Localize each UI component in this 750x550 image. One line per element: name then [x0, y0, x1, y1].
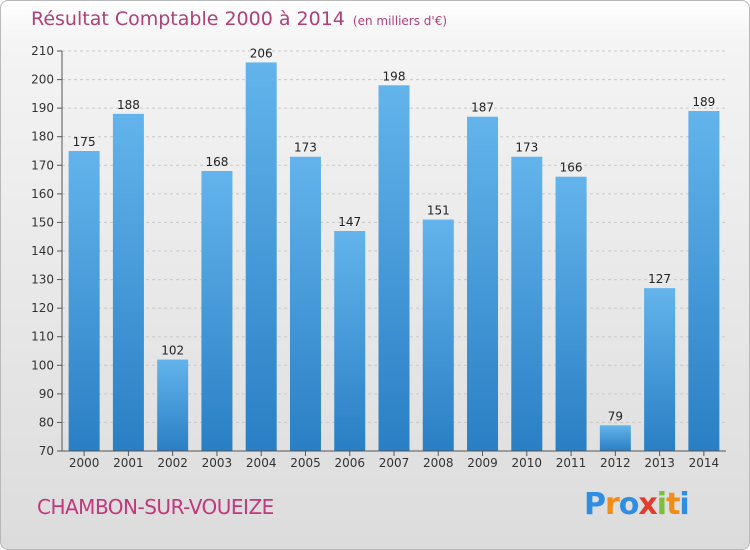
y-tick-label: 170 [31, 158, 54, 172]
bar [467, 116, 499, 451]
bar [201, 171, 233, 451]
x-tick-label: 2000 [69, 456, 100, 470]
data-label: 147 [338, 215, 361, 229]
x-tick-label: 2008 [423, 456, 454, 470]
bar [112, 113, 144, 451]
y-tick-label: 180 [31, 130, 54, 144]
data-label: 189 [692, 95, 715, 109]
y-tick-label: 140 [31, 244, 54, 258]
x-tick-label: 2009 [467, 456, 498, 470]
bar [555, 176, 587, 451]
x-tick-label: 2012 [600, 456, 631, 470]
x-tick-label: 2014 [689, 456, 720, 470]
bar [157, 359, 189, 451]
y-tick-label: 80 [39, 415, 54, 429]
y-tick-label: 160 [31, 187, 54, 201]
y-tick-label: 190 [31, 101, 54, 115]
y-tick-label: 100 [31, 358, 54, 372]
x-tick-label: 2006 [334, 456, 365, 470]
bar [378, 85, 410, 452]
bar [68, 151, 100, 451]
labels: 175 188 102 168 206 173 147 198 151 187 173 166 79 12… [73, 46, 716, 423]
bar [289, 156, 321, 451]
data-label: 168 [205, 155, 228, 169]
y-tick-label: 130 [31, 273, 54, 287]
data-label: 175 [73, 135, 96, 149]
bars [68, 62, 720, 452]
data-label: 166 [560, 161, 583, 175]
data-label: 187 [471, 101, 494, 115]
data-label: 188 [117, 98, 140, 112]
proxiti-logo: Proxiti [584, 487, 690, 522]
bar [422, 219, 454, 451]
data-label: 102 [161, 344, 184, 358]
y-tick-label: 110 [31, 330, 54, 344]
x-tick-label: 2013 [644, 456, 675, 470]
data-label: 151 [427, 204, 450, 218]
y-tick-label: 70 [39, 444, 54, 458]
x-tick-label: 2010 [512, 456, 543, 470]
bar [644, 288, 676, 451]
bar [334, 231, 366, 451]
y-tick-label: 90 [39, 387, 54, 401]
bar [245, 62, 277, 452]
x-tick-label: 2002 [157, 456, 188, 470]
data-label: 127 [648, 272, 671, 286]
y-tick-label: 210 [31, 44, 54, 58]
y-tick-label: 150 [31, 215, 54, 229]
x-tick-label: 2005 [290, 456, 321, 470]
x-tick-label: 2011 [556, 456, 587, 470]
x-tick-label: 2003 [202, 456, 233, 470]
x-tick-label: 2001 [113, 456, 144, 470]
place-name: CHAMBON-SUR-VOUEIZE [37, 495, 274, 519]
title-main: Résultat Comptable 2000 à 2014 [31, 8, 345, 30]
data-label: 173 [294, 141, 317, 155]
bar [688, 111, 720, 451]
axes: 7080901001101201301401501601701801902002… [31, 44, 726, 470]
chart-title: Résultat Comptable 2000 à 2014 (en millie… [31, 8, 447, 30]
x-tick-label: 2007 [379, 456, 410, 470]
data-label: 206 [250, 46, 273, 60]
title-unit: (en milliers d'€) [352, 14, 448, 28]
data-label: 198 [383, 69, 406, 83]
y-tick-label: 120 [31, 301, 54, 315]
y-tick-label: 200 [31, 73, 54, 87]
data-label: 173 [515, 141, 538, 155]
bar [599, 425, 631, 451]
bar [511, 156, 543, 451]
x-tick-label: 2004 [246, 456, 277, 470]
data-label: 79 [608, 409, 623, 423]
